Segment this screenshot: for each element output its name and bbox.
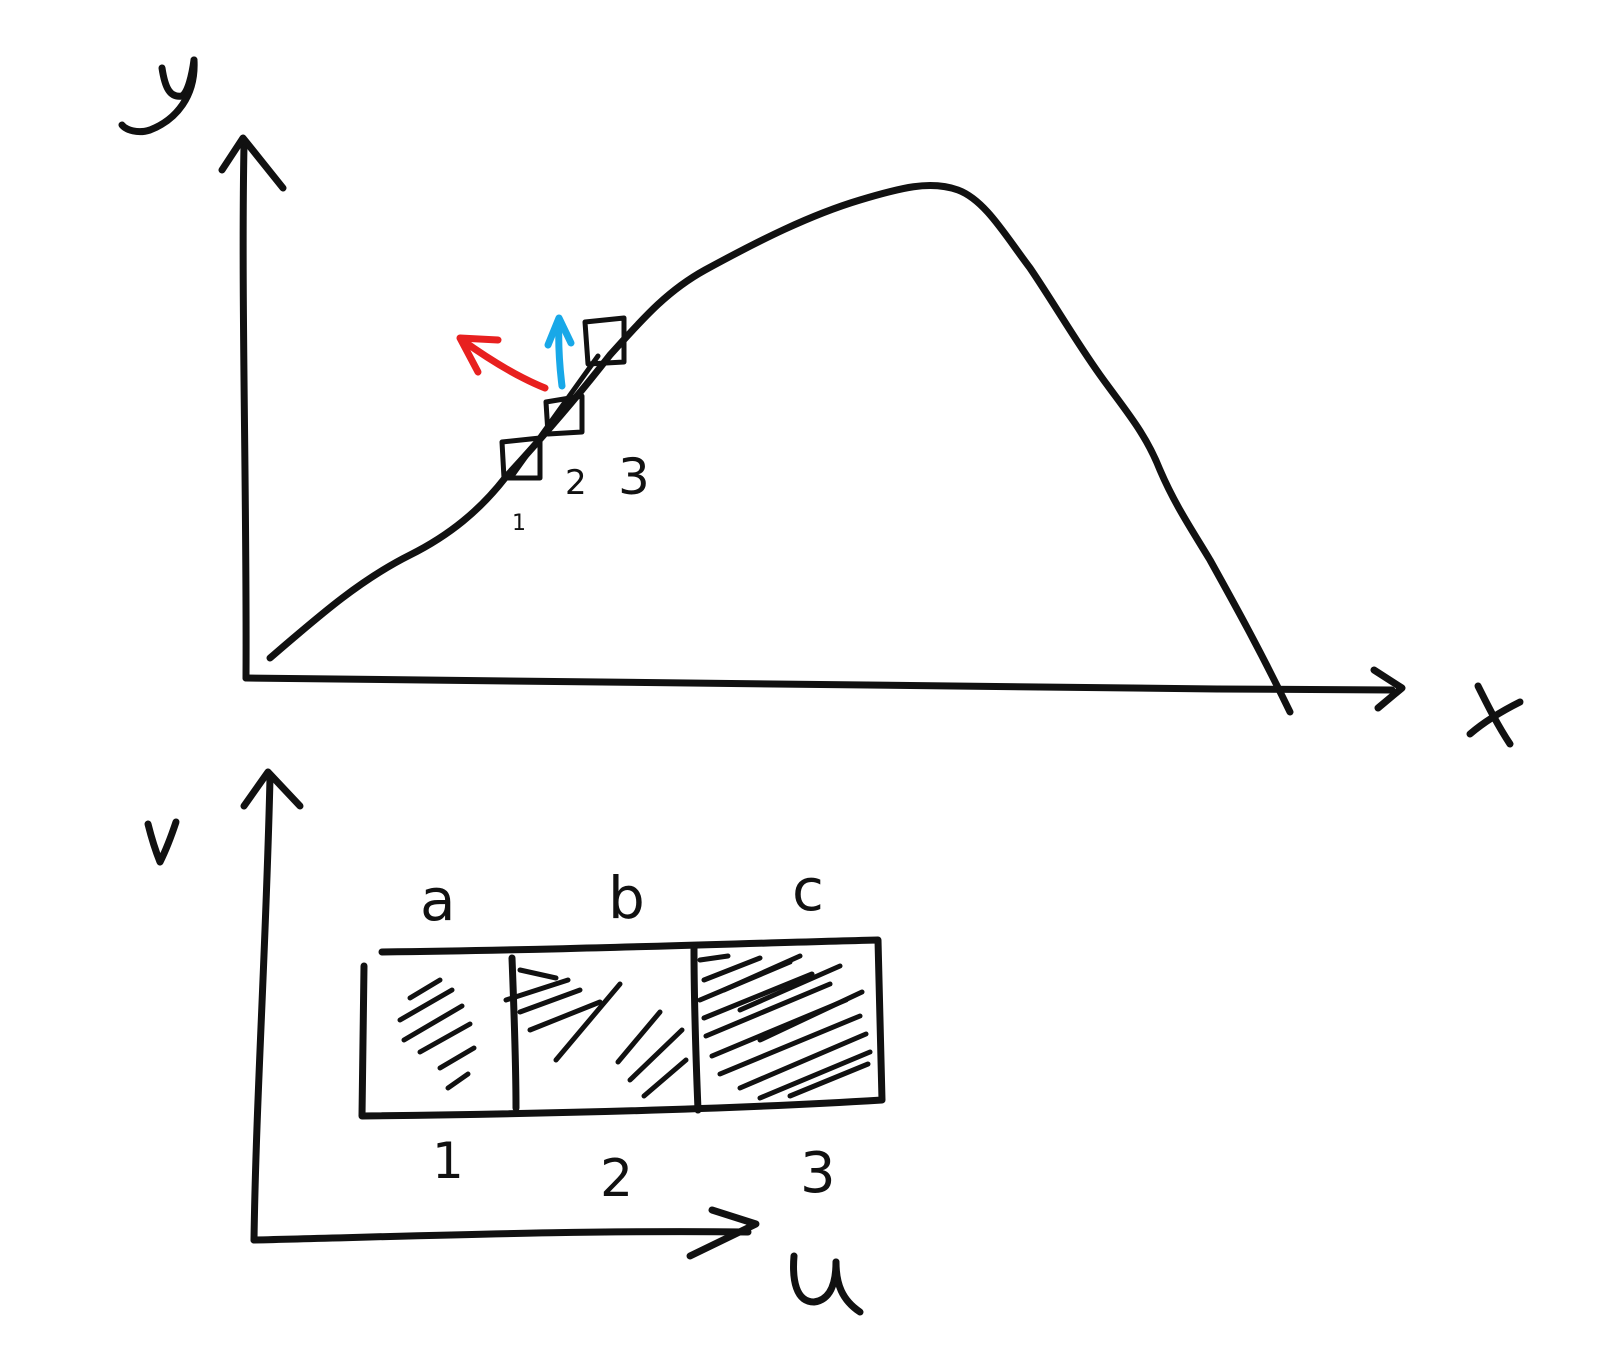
cell-bottom-label-2: 2 [600, 1149, 633, 1209]
u-axis-label: u [0, 0, 864, 1316]
cell-bottom-label-3: 3 [800, 1141, 836, 1206]
square-label-3: 3 [618, 448, 650, 506]
cell-grid-outline [358, 936, 886, 1120]
curve [266, 182, 1294, 716]
y-axis [239, 141, 250, 682]
cell-3-hatch [697, 953, 873, 1101]
v-axis-label: v [144, 818, 180, 866]
red-arrow [456, 334, 549, 392]
x-axis-label: x [1466, 682, 1524, 748]
v-axis [250, 774, 274, 1244]
square-label-1: 1 [512, 511, 526, 536]
u-axis-arrowhead [686, 1206, 760, 1260]
cell-top-label-b: b [608, 864, 645, 932]
square-label-2: 2 [565, 463, 587, 503]
square-1 [499, 435, 543, 481]
square-3 [582, 315, 627, 367]
u-axis [250, 1228, 752, 1244]
cell-top-label-a: a [420, 866, 456, 934]
v-axis-arrowhead [240, 768, 304, 810]
y-axis-arrowhead [218, 134, 287, 192]
svg-text:u: u [0, 0, 1, 1]
blue-arrow [544, 314, 575, 390]
cell-top-label-c: c [792, 856, 824, 924]
top-plot: y x 1 2 3 [118, 56, 1524, 748]
cell-bottom-label-1: 1 [432, 1132, 464, 1190]
cell-divider-1 [508, 954, 520, 1112]
x-axis-arrowhead [1370, 666, 1406, 712]
y-axis-label: y [118, 56, 198, 136]
cell-1-hatch [397, 977, 477, 1091]
bottom-plot: v u [0, 0, 886, 1316]
cell-divider-2 [690, 944, 702, 1114]
square-diagonal [509, 353, 601, 479]
cell-2-hatch [503, 967, 689, 1099]
x-axis [242, 674, 1396, 694]
